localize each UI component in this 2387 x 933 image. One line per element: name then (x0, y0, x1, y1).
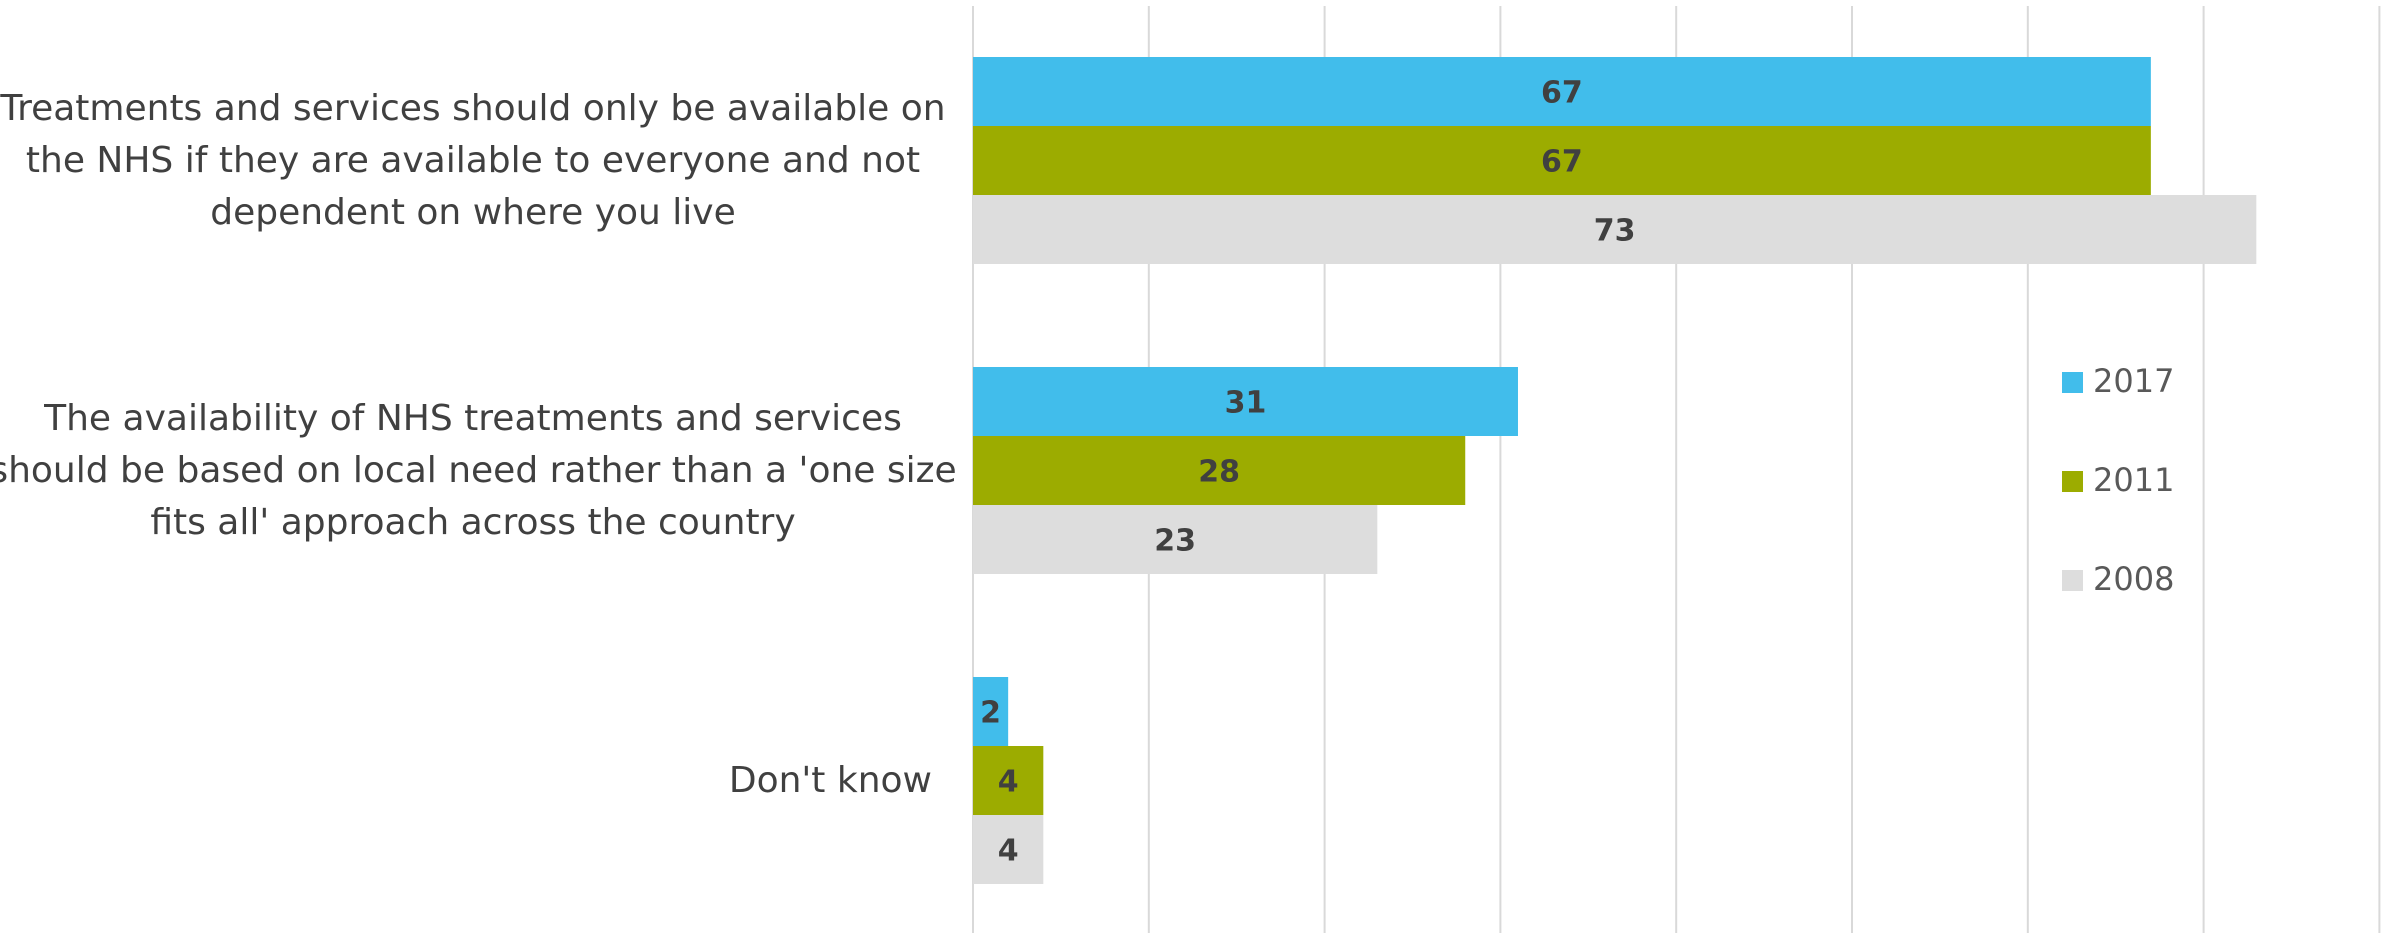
data-label-2017-cat2: 31 (1225, 386, 1267, 421)
data-label-2017-cat3: 2 (980, 696, 1001, 731)
data-label-2008-cat3: 4 (998, 834, 1019, 869)
bar-2011-cat1 (973, 126, 2151, 195)
bar-2008-cat3 (973, 815, 1044, 884)
legend-label-2017: 2017 (2093, 362, 2174, 400)
data-label-2008-cat2: 23 (1154, 524, 1196, 559)
bar-2011-cat2 (973, 436, 1466, 505)
bars (973, 57, 2257, 884)
bar-2017-cat1 (973, 57, 2151, 126)
legend-swatch-2017 (2062, 372, 2083, 393)
data-label-2008-cat1: 73 (1594, 214, 1636, 249)
category-labels: Treatments and services should only be a… (0, 88, 957, 801)
legend: 2017 2011 2008 (2062, 362, 2174, 598)
category-label-3: Don't know (729, 760, 932, 801)
data-label-2011-cat1: 67 (1541, 145, 1583, 180)
data-label-2011-cat2: 28 (1198, 455, 1240, 490)
data-label-2017-cat1: 67 (1541, 76, 1583, 111)
bar-2011-cat3 (973, 746, 1044, 815)
legend-swatch-2008 (2062, 570, 2083, 591)
bar-2008-cat1 (973, 195, 2257, 264)
data-label-2011-cat3: 4 (998, 765, 1019, 800)
category-label-1: Treatments and services should only be a… (0, 88, 946, 233)
legend-label-2008: 2008 (2093, 560, 2174, 598)
bar-2017-cat3 (973, 677, 1009, 746)
bar-2008-cat2 (973, 505, 1378, 574)
category-label-2: The availability of NHS treatments and s… (0, 398, 957, 543)
legend-swatch-2011 (2062, 471, 2083, 492)
bar-2017-cat2 (973, 367, 1518, 436)
legend-label-2011: 2011 (2093, 461, 2174, 499)
